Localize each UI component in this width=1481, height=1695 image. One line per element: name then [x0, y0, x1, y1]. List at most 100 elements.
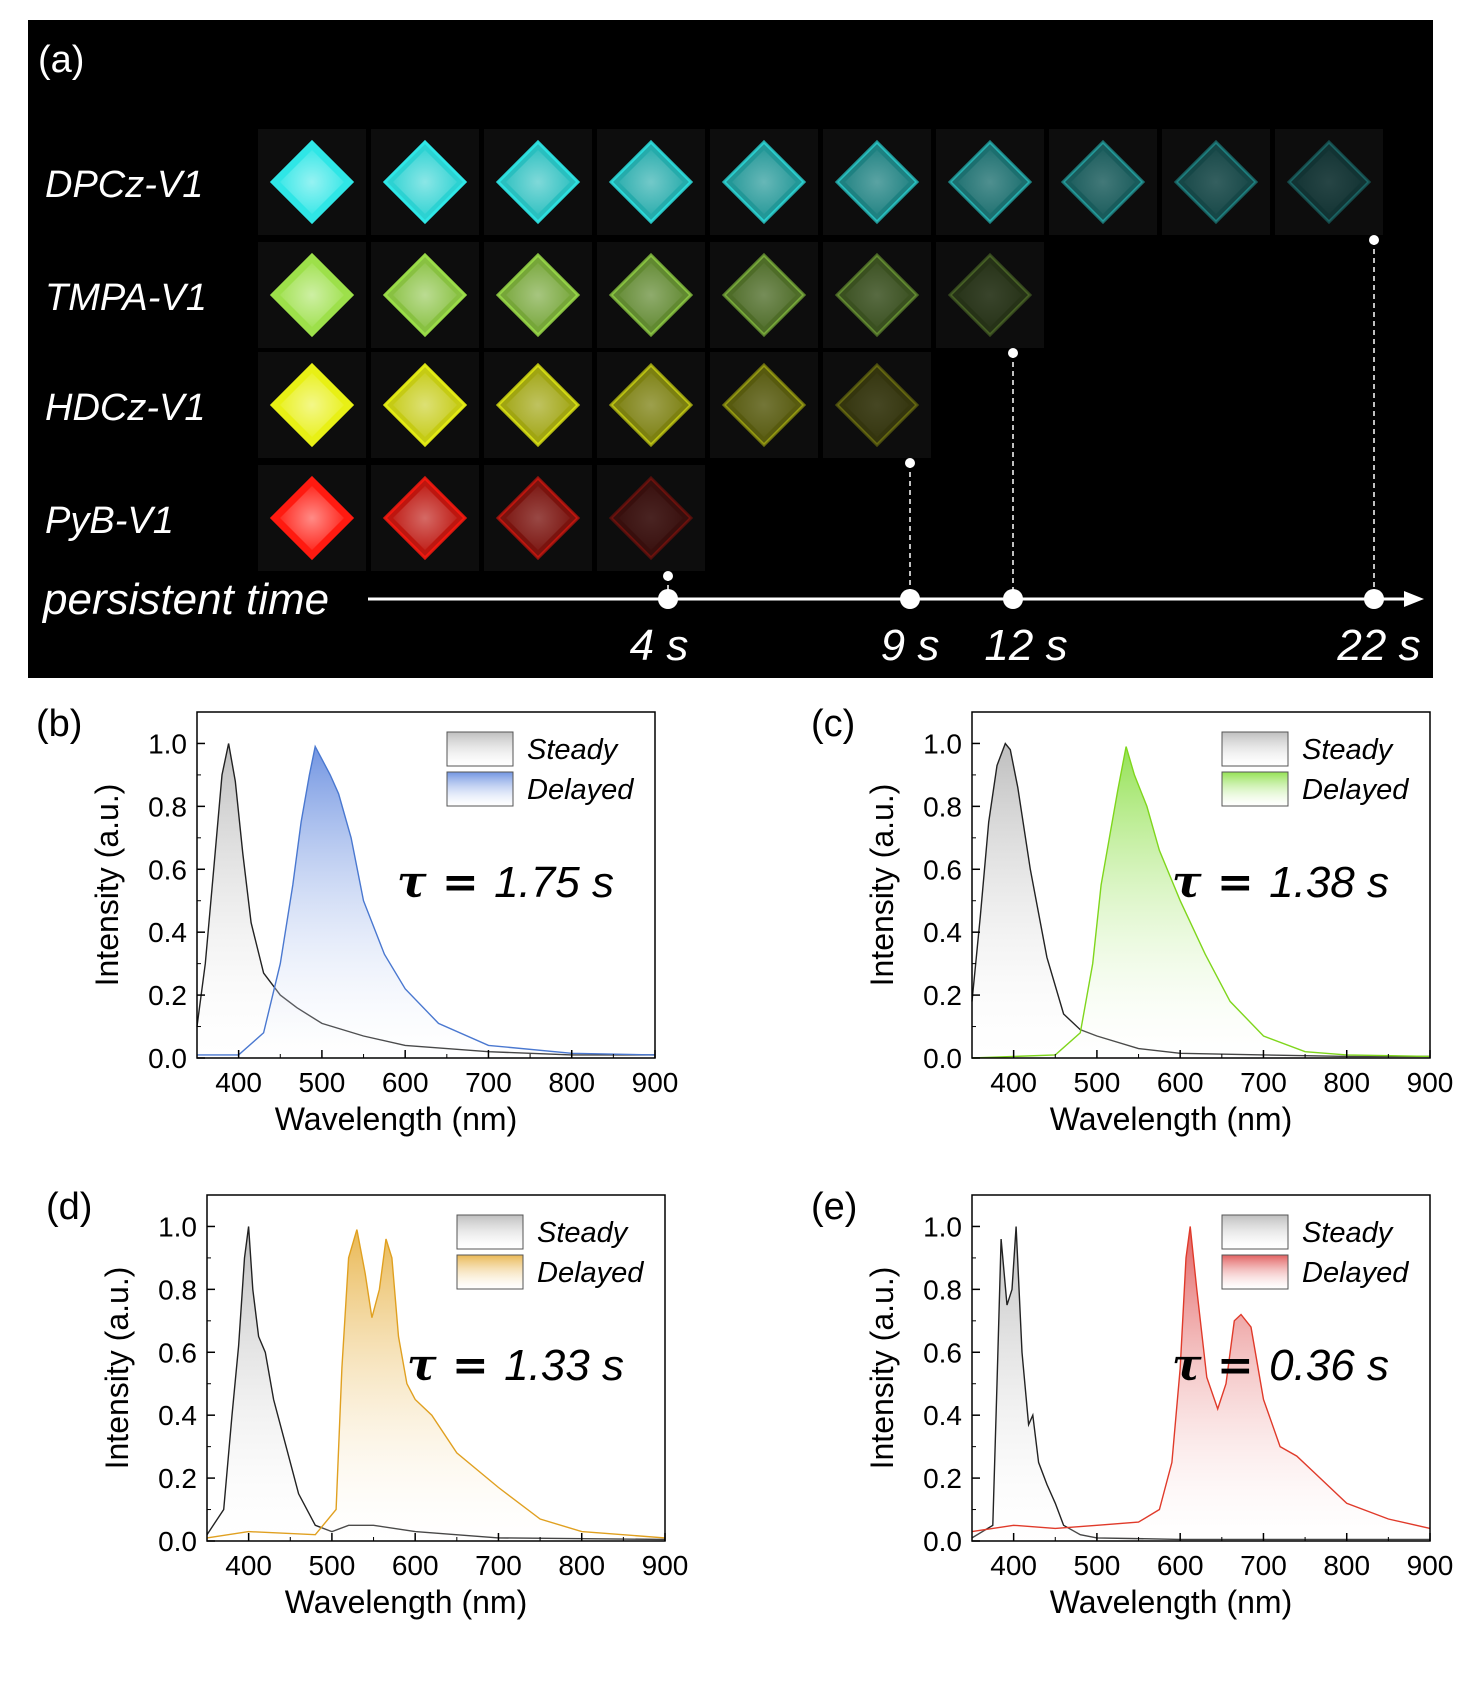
sample-photo-frame — [597, 352, 705, 458]
legend-swatch — [1221, 1254, 1289, 1290]
y-tick-label: 1.0 — [923, 1211, 962, 1242]
legend-entry: Delayed — [456, 1254, 644, 1290]
sample-photo-frame — [1275, 129, 1383, 235]
sample-photo-frame — [258, 465, 366, 571]
x-tick-label: 700 — [1240, 1550, 1287, 1581]
y-tick-label: 1.0 — [158, 1211, 197, 1242]
sample-rows: DPCz-V1 TMPA-V1 HDCz-V1 PyB-V1 — [45, 129, 1383, 571]
x-tick-label: 700 — [465, 1067, 512, 1098]
time-marker-label: 9 s — [881, 621, 940, 670]
panel-label: (e) — [811, 1186, 857, 1228]
legend-swatch — [456, 1214, 524, 1250]
legend-label: Steady — [537, 1217, 629, 1249]
sample-photo-frame — [1049, 129, 1157, 235]
sample-photo-frame — [710, 129, 818, 235]
y-tick-label: 0.2 — [923, 1463, 962, 1494]
x-tick-label: 600 — [392, 1550, 439, 1581]
sample-photo-frame — [597, 242, 705, 348]
x-tick-label: 700 — [475, 1550, 522, 1581]
y-tick-label: 0.8 — [148, 791, 187, 822]
sample-photo-frame — [484, 242, 592, 348]
sample-photo-frame — [597, 465, 705, 571]
legend-entry: Delayed — [446, 771, 634, 807]
series-delayed-line — [197, 744, 656, 1056]
plot-frame — [971, 711, 1431, 1059]
row-label: PyB-V1 — [45, 500, 174, 542]
x-tick-label: 600 — [1157, 1550, 1204, 1581]
legend-entry: Delayed — [1221, 1254, 1409, 1290]
y-tick-label: 0.6 — [923, 854, 962, 885]
series-delayed-line — [971, 746, 1431, 1059]
y-axis-label: Intensity (a.u.) — [864, 1267, 900, 1470]
series-delayed-area — [972, 746, 1430, 1058]
y-tick-label: 0.0 — [923, 1526, 962, 1557]
time-marker-label: 12 s — [984, 621, 1067, 670]
sample-photo-frame — [823, 352, 931, 458]
y-tick-label: 0.6 — [148, 854, 187, 885]
y-tick-label: 0.0 — [923, 1043, 962, 1074]
row-label: DPCz-V1 — [45, 164, 203, 206]
sample-photo-frame — [710, 352, 818, 458]
x-tick-label: 500 — [1074, 1550, 1121, 1581]
panel-label: (c) — [811, 703, 855, 745]
legend-swatch — [456, 1254, 524, 1290]
legend-swatch — [446, 771, 514, 807]
sample-photo-frame — [597, 129, 705, 235]
row-label: HDCz-V1 — [45, 387, 205, 429]
y-tick-label: 0.2 — [148, 980, 187, 1011]
plot-frame — [206, 1194, 666, 1542]
sample-photo-frame — [710, 242, 818, 348]
spectrum-chart-e: (e) 0.0 0.2 0.4 0.6 0.8 1.0 400 500 600 700 800 900 W… — [811, 1186, 1453, 1620]
time-marker: 12 s — [984, 348, 1068, 670]
time-marker: 4 s — [630, 571, 688, 670]
lifetime-annotation: τ = 1.38 s — [1172, 857, 1389, 908]
sample-photo-frame — [258, 352, 366, 458]
panel-a-photo-grid: (a) DPCz-V1 TMPA-V1 HDCz-V1 PyB-V1 persiste… — [28, 20, 1433, 678]
x-tick-label: 800 — [1323, 1067, 1370, 1098]
series-steady-area — [197, 743, 655, 1058]
y-tick-label: 0.4 — [923, 1400, 962, 1431]
legend-swatch — [1221, 771, 1289, 807]
y-axis-label: Intensity (a.u.) — [89, 784, 125, 987]
time-marker-label: 22 s — [1336, 621, 1420, 670]
y-tick-label: 1.0 — [148, 728, 187, 759]
panel-a-label: (a) — [38, 39, 84, 81]
spectrum-chart-b: (b) 0.0 0.2 0.4 0.6 0.8 1.0 400 500 600 700 800 900 W… — [36, 703, 679, 1137]
legend-entry: Delayed — [1221, 771, 1409, 807]
series-delayed-area — [207, 1229, 665, 1541]
x-tick-label: 400 — [225, 1550, 272, 1581]
legend-entry: Steady — [456, 1214, 629, 1250]
legend-swatch — [1221, 731, 1289, 767]
row-label: TMPA-V1 — [45, 277, 207, 319]
time-axis-arrowhead — [1404, 591, 1424, 607]
sample-photo-frame — [1162, 129, 1270, 235]
panel-label: (b) — [36, 703, 82, 745]
x-tick-label: 600 — [382, 1067, 429, 1098]
lifetime-annotation: τ = 1.75 s — [397, 857, 614, 908]
x-tick-label: 900 — [632, 1067, 679, 1098]
sample-photo-frame — [258, 242, 366, 348]
y-tick-label: 0.6 — [923, 1337, 962, 1368]
sample-photo-frame — [371, 465, 479, 571]
legend-label: Delayed — [537, 1257, 644, 1289]
y-tick-label: 0.6 — [158, 1337, 197, 1368]
x-axis-label: Wavelength (nm) — [1050, 1101, 1292, 1137]
legend-label: Delayed — [527, 774, 634, 806]
time-marker: 9 s — [881, 458, 940, 670]
x-tick-label: 500 — [309, 1550, 356, 1581]
y-tick-label: 0.8 — [923, 1274, 962, 1305]
sample-photo-frame — [371, 129, 479, 235]
sample-photo-frame — [823, 242, 931, 348]
x-tick-label: 500 — [1074, 1067, 1121, 1098]
legend-swatch — [446, 731, 514, 767]
y-tick-label: 0.8 — [158, 1274, 197, 1305]
y-tick-label: 0.4 — [148, 917, 187, 948]
time-axis-label: persistent time — [41, 575, 329, 624]
plot-frame — [196, 711, 656, 1059]
x-tick-label: 400 — [215, 1067, 262, 1098]
x-axis-label: Wavelength (nm) — [275, 1101, 517, 1137]
sample-photo-frame — [484, 465, 592, 571]
y-axis-label: Intensity (a.u.) — [864, 784, 900, 987]
persistent-time-axis: persistent time — [41, 575, 1424, 624]
sample-photo-frame — [936, 242, 1044, 348]
